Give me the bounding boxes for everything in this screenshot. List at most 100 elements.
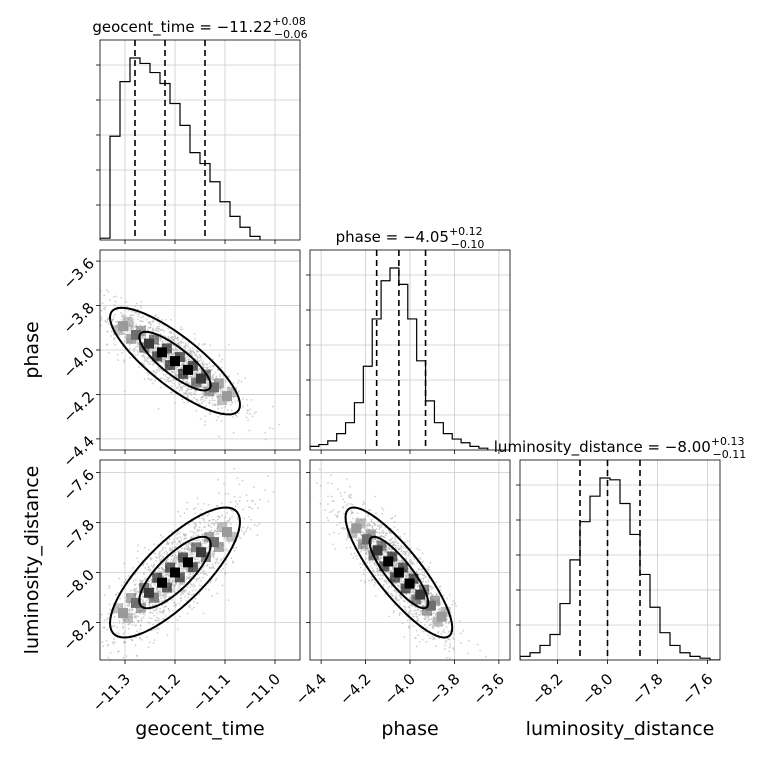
y-tick-label: −4.4: [60, 432, 98, 470]
scatter-point: [258, 498, 261, 501]
scatter-point: [104, 306, 107, 309]
scatter-point: [226, 512, 228, 514]
scatter-point: [220, 558, 223, 561]
scatter-point: [209, 344, 212, 347]
scatter-point: [164, 339, 167, 342]
scatter-point: [117, 359, 120, 362]
scatter-point: [432, 638, 434, 641]
scatter-point: [200, 396, 202, 399]
scatter-point: [151, 612, 154, 614]
scatter-point: [124, 579, 127, 582]
scatter-point: [371, 540, 374, 542]
scatter-point: [129, 608, 131, 611]
y-tick-label: −8.0: [60, 566, 98, 604]
scatter-point: [246, 404, 249, 407]
scatter-point: [364, 580, 367, 582]
scatter-point: [209, 581, 212, 584]
scatter-point: [139, 324, 142, 327]
scatter-point: [202, 360, 204, 363]
scatter-point: [421, 561, 424, 564]
scatter-point: [207, 504, 210, 506]
scatter-point: [112, 643, 115, 645]
scatter-point: [220, 360, 223, 363]
scatter-point: [421, 552, 424, 555]
scatter-point: [408, 560, 411, 563]
scatter-point: [451, 603, 454, 606]
scatter-point: [236, 503, 239, 505]
scatter-point: [103, 594, 106, 597]
scatter-point: [367, 547, 370, 550]
scatter-point: [111, 318, 114, 321]
scatter-point: [133, 347, 136, 350]
scatter-point: [387, 587, 389, 590]
scatter-point: [165, 550, 167, 553]
scatter-point: [143, 356, 146, 358]
scatter-point: [117, 650, 120, 653]
scatter-point: [152, 623, 154, 626]
scatter-point: [230, 509, 233, 512]
scatter-point: [459, 642, 462, 644]
scatter-point: [163, 552, 166, 554]
scatter-point: [245, 528, 248, 530]
scatter-point: [421, 570, 424, 573]
scatter-point: [91, 290, 93, 292]
scatter-point: [338, 522, 341, 525]
scatter-point: [190, 388, 192, 391]
scatter-point: [179, 536, 182, 538]
scatter-point: [167, 380, 170, 383]
scatter-point: [228, 518, 231, 521]
scatter-point: [407, 601, 409, 604]
scatter-point: [256, 525, 259, 527]
scatter-point: [179, 594, 182, 596]
scatter-point: [186, 394, 189, 397]
scatter-point: [119, 597, 121, 600]
scatter-point: [129, 327, 132, 330]
scatter-point: [159, 377, 162, 380]
scatter-point: [208, 513, 210, 516]
scatter-point: [216, 592, 219, 595]
scatter-point: [164, 574, 167, 577]
scatter-point: [135, 587, 138, 590]
scatter-point: [159, 338, 162, 340]
scatter-point: [166, 634, 169, 637]
scatter-point: [139, 320, 142, 322]
scatter-point: [173, 351, 176, 354]
scatter-point: [184, 342, 187, 345]
scatter-point: [382, 553, 385, 556]
scatter-point: [215, 419, 218, 422]
scatter-point: [404, 551, 407, 554]
scatter-point: [399, 535, 401, 538]
scatter-point: [385, 552, 388, 555]
scatter-point: [214, 533, 217, 536]
scatter-point: [247, 419, 249, 422]
scatter-point: [416, 561, 419, 564]
scatter-point: [210, 378, 213, 381]
scatter-point: [159, 590, 162, 593]
scatter-point: [201, 539, 204, 541]
scatter-point: [209, 413, 212, 415]
scatter-point: [189, 604, 191, 607]
scatter-point: [247, 409, 250, 412]
scatter-point: [154, 584, 157, 587]
scatter-point: [375, 570, 378, 573]
scatter-point: [202, 384, 205, 387]
scatter-point: [157, 327, 160, 330]
scatter-point: [201, 566, 204, 569]
scatter-point: [381, 512, 384, 515]
scatter-point: [173, 556, 176, 558]
x-tick-label: −4.2: [336, 670, 374, 708]
scatter-point: [136, 550, 139, 552]
x-tick-label: −11.1: [189, 670, 234, 715]
scatter-point: [377, 574, 380, 577]
density-cell: [122, 317, 133, 328]
scatter-point: [107, 290, 110, 293]
scatter-point: [165, 543, 168, 546]
scatter-point: [186, 575, 188, 578]
scatter-point: [194, 353, 197, 356]
scatter-point: [443, 628, 445, 631]
scatter-point: [388, 585, 391, 588]
scatter-point: [192, 392, 195, 395]
scatter-point: [217, 518, 219, 521]
scatter-point: [199, 418, 202, 420]
scatter-point: [467, 639, 470, 642]
